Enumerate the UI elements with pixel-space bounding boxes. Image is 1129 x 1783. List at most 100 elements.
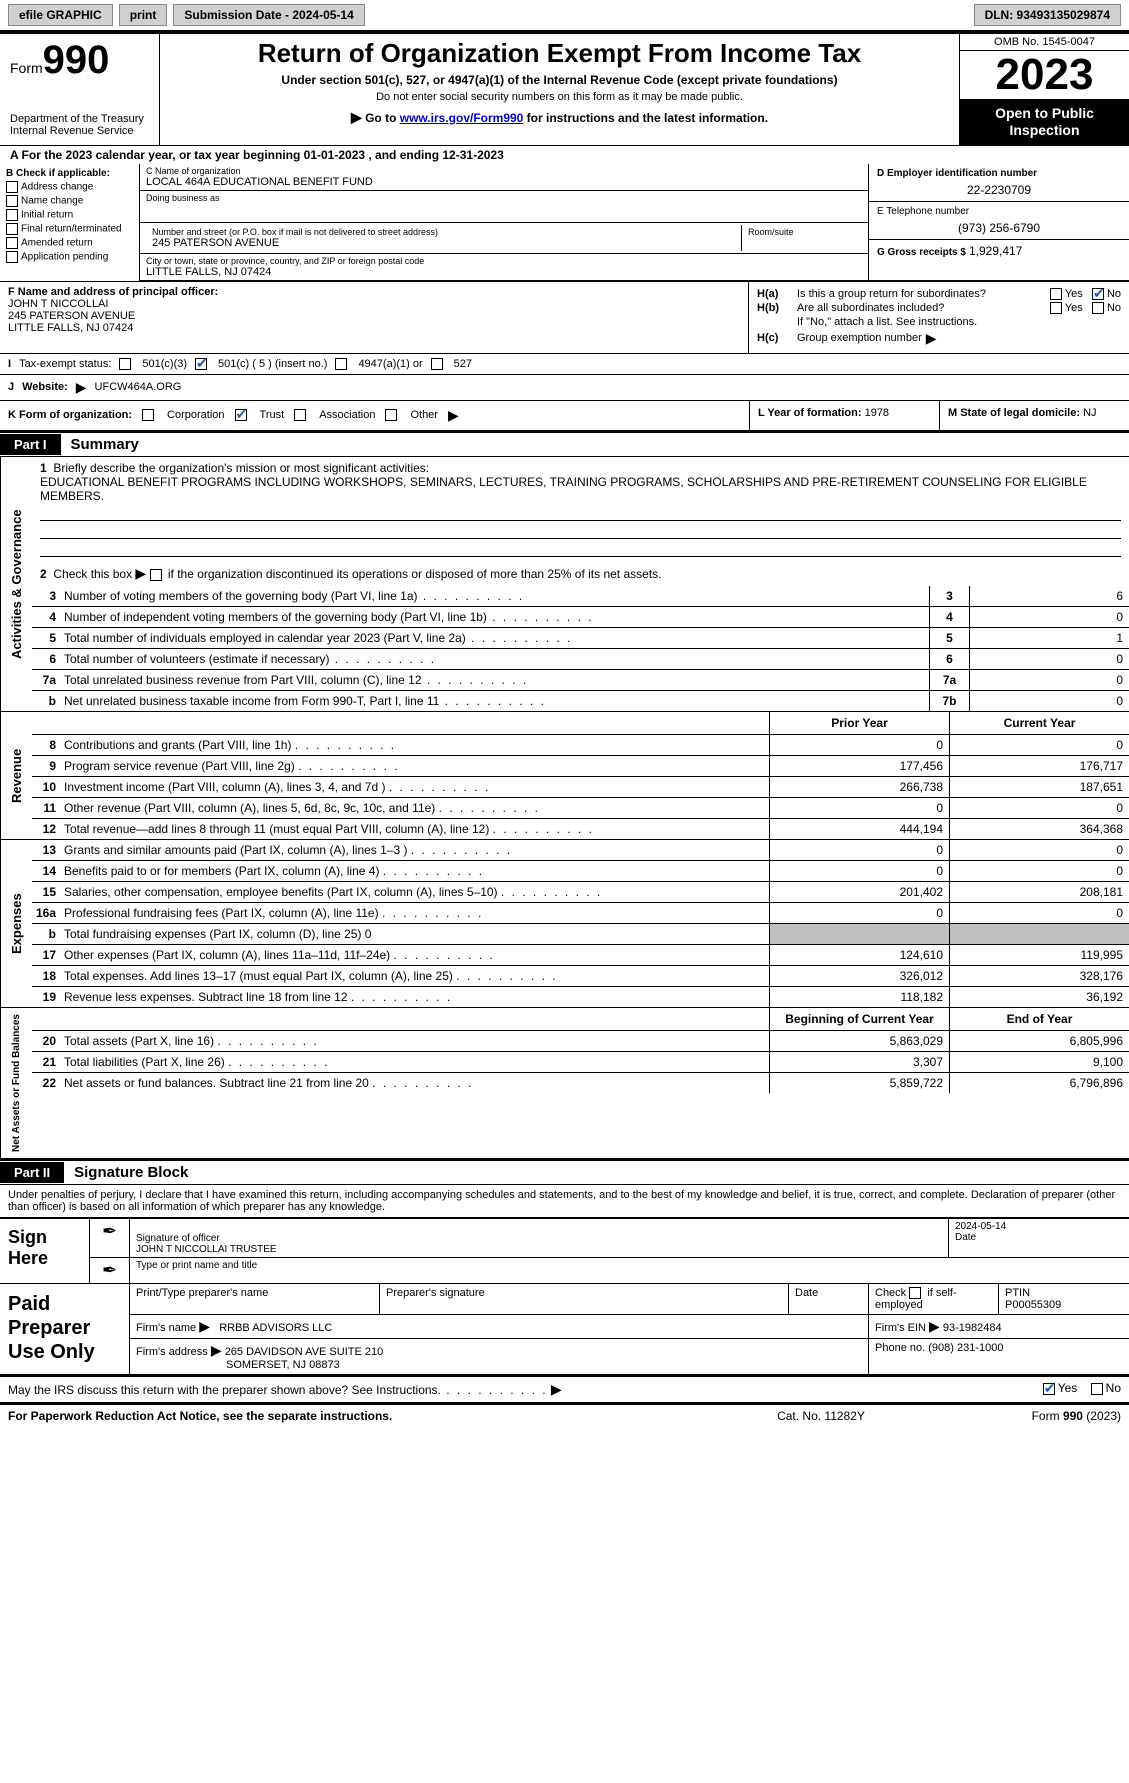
opt-assoc: Association — [319, 409, 375, 421]
ein-label: D Employer identification number — [877, 168, 1121, 179]
cb-corporation[interactable] — [142, 409, 154, 421]
part-1-title: Summary — [61, 433, 149, 456]
cb-initial-return[interactable]: Initial return — [6, 209, 133, 221]
line-text: Professional fundraising fees (Part IX, … — [60, 903, 769, 923]
print-button[interactable]: print — [119, 4, 168, 26]
hb-note: If "No," attach a list. See instructions… — [797, 316, 977, 328]
line-2-num: 2 — [40, 567, 47, 581]
line-prior-value: 3,307 — [769, 1052, 949, 1072]
discuss-no-checkbox[interactable] — [1091, 1383, 1103, 1395]
officer-addr1: 245 PATERSON AVENUE — [8, 310, 740, 322]
ha-yes-no: Yes No — [1050, 288, 1121, 300]
summary-line: 11 Other revenue (Part VIII, column (A),… — [32, 798, 1129, 819]
irs-link[interactable]: www.irs.gov/Form990 — [400, 111, 524, 125]
type-name-label: Type or print name and title — [130, 1258, 1129, 1283]
firm-name-label: Firm's name — [136, 1322, 196, 1334]
line-prior-value: 326,012 — [769, 966, 949, 986]
line-prior-value: 201,402 — [769, 882, 949, 902]
line-num: 12 — [32, 819, 60, 839]
cb-association[interactable] — [294, 409, 306, 421]
cb-final-return[interactable]: Final return/terminated — [6, 223, 133, 235]
line-text: Total liabilities (Part X, line 26) — [60, 1052, 769, 1072]
j-arrow-icon: ▶ — [76, 379, 87, 396]
line-box-label: 6 — [929, 649, 969, 669]
firm-ein-label: Firm's EIN — [875, 1322, 926, 1334]
summary-revenue: Revenue Prior Year Current Year 8 Contri… — [0, 712, 1129, 840]
summary-line: 21 Total liabilities (Part X, line 26) 3… — [32, 1052, 1129, 1073]
form-subtitle-1: Under section 501(c), 527, or 4947(a)(1)… — [166, 73, 953, 87]
revenue-col-headers: Prior Year Current Year — [32, 712, 1129, 735]
line-current-value: 6,805,996 — [949, 1031, 1129, 1051]
hb-yes-checkbox[interactable] — [1050, 302, 1062, 314]
line-text: Net assets or fund balances. Subtract li… — [60, 1073, 769, 1093]
signature-declaration: Under penalties of perjury, I declare th… — [0, 1185, 1129, 1218]
line-current-value: 208,181 — [949, 882, 1129, 902]
j-text: Website: — [22, 381, 68, 393]
line-box-value: 6 — [969, 586, 1129, 606]
summary-line: 3 Number of voting members of the govern… — [32, 586, 1129, 607]
line-current-value: 0 — [949, 798, 1129, 818]
j-label: J — [8, 381, 14, 393]
part-2-badge: Part II — [0, 1162, 64, 1183]
summary-line: 9 Program service revenue (Part VIII, li… — [32, 756, 1129, 777]
form-number: Form990 — [10, 38, 153, 83]
org-name-label: C Name of organization — [146, 166, 862, 176]
discuss-yes-checkbox[interactable] — [1043, 1383, 1055, 1395]
cb-application-pending[interactable]: Application pending — [6, 251, 133, 263]
line-num: b — [32, 691, 60, 711]
i-label: I — [8, 358, 11, 370]
cb-501c[interactable] — [195, 358, 207, 370]
dept-treasury: Department of the Treasury Internal Reve… — [10, 113, 153, 137]
topbar: efile GRAPHIC print Submission Date - 20… — [0, 0, 1129, 30]
line-prior-value: 0 — [769, 840, 949, 860]
row-fh: F Name and address of principal officer:… — [0, 282, 1129, 354]
summary-line: 20 Total assets (Part X, line 16) 5,863,… — [32, 1031, 1129, 1052]
summary-line: 17 Other expenses (Part IX, column (A), … — [32, 945, 1129, 966]
org-name-value: LOCAL 464A EDUCATIONAL BENEFIT FUND — [146, 176, 862, 188]
line-num: 22 — [32, 1073, 60, 1093]
cb-amended-return[interactable]: Amended return — [6, 237, 133, 249]
gross-receipts-label: G Gross receipts $ — [877, 247, 966, 258]
cb-discontinued[interactable] — [150, 569, 162, 581]
part-2-title: Signature Block — [64, 1161, 198, 1184]
part-1-badge: Part I — [0, 434, 61, 455]
summary-line: 12 Total revenue—add lines 8 through 11 … — [32, 819, 1129, 839]
line-current-value: 36,192 — [949, 987, 1129, 1007]
cb-4947[interactable] — [335, 358, 347, 370]
cb-trust[interactable] — [235, 409, 247, 421]
line-box-value: 1 — [969, 628, 1129, 648]
line-text: Grants and similar amounts paid (Part IX… — [60, 840, 769, 860]
m-value: NJ — [1083, 407, 1096, 419]
line-text: Number of independent voting members of … — [60, 607, 929, 627]
line-num: 17 — [32, 945, 60, 965]
l-value: 1978 — [865, 407, 889, 419]
line-prior-value: 177,456 — [769, 756, 949, 776]
cb-other[interactable] — [385, 409, 397, 421]
ha-yes-checkbox[interactable] — [1050, 288, 1062, 300]
discuss-no: No — [1106, 1381, 1121, 1395]
part-1-header: Part I Summary — [0, 433, 1129, 457]
line-text: Total fundraising expenses (Part IX, col… — [60, 924, 769, 944]
cb-address-change[interactable]: Address change — [6, 181, 133, 193]
ha-no-checkbox[interactable] — [1092, 288, 1104, 300]
firm-addr-label: Firm's address — [136, 1346, 208, 1358]
tax-year: 2023 — [960, 51, 1129, 99]
cb-name-change[interactable]: Name change — [6, 195, 133, 207]
cb-501c3[interactable] — [119, 358, 131, 370]
summary-line: b Net unrelated business taxable income … — [32, 691, 1129, 711]
firm-addr-value-2: SOMERSET, NJ 08873 — [136, 1359, 862, 1371]
line-text: Salaries, other compensation, employee b… — [60, 882, 769, 902]
efile-graphic-button[interactable]: efile GRAPHIC — [8, 4, 113, 26]
line-box-value: 0 — [969, 670, 1129, 690]
line-current-value: 187,651 — [949, 777, 1129, 797]
hb-no-checkbox[interactable] — [1092, 302, 1104, 314]
paid-preparer-label: Paid Preparer Use Only — [0, 1284, 130, 1374]
discuss-text: May the IRS discuss this return with the… — [8, 1381, 961, 1398]
summary-line: 7a Total unrelated business revenue from… — [32, 670, 1129, 691]
cb-self-employed[interactable] — [909, 1287, 921, 1299]
line-1-text: Briefly describe the organization's miss… — [53, 461, 429, 475]
cb-527[interactable] — [431, 358, 443, 370]
line-prior-value — [769, 924, 949, 944]
line-num: 19 — [32, 987, 60, 1007]
line-text: Program service revenue (Part VIII, line… — [60, 756, 769, 776]
